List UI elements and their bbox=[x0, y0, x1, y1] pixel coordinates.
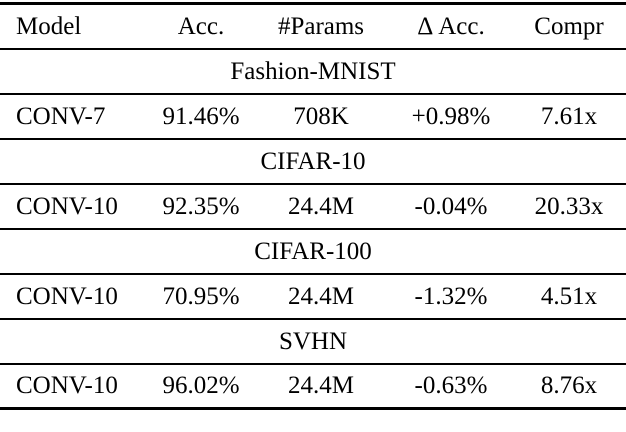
table-row: CONV-7 91.46% 708K +0.98% 7.61x bbox=[0, 94, 626, 139]
cell-model: CONV-10 bbox=[16, 192, 118, 220]
cell-acc: 70.95% bbox=[162, 282, 240, 310]
section-title: Fashion-MNIST bbox=[230, 57, 396, 85]
cell-compr: 8.76x bbox=[540, 372, 598, 400]
column-header-params: #Params bbox=[277, 12, 365, 40]
table-row: CONV-10 92.35% 24.4M -0.04% 20.33x bbox=[0, 184, 626, 229]
section-title: CIFAR-100 bbox=[254, 237, 372, 265]
cell-params: 24.4M bbox=[288, 282, 354, 310]
section-title-row: SVHN bbox=[0, 319, 626, 364]
column-header-delta-acc: Δ Acc. bbox=[417, 12, 485, 40]
section-title-row: CIFAR-10 bbox=[0, 139, 626, 184]
cell-compr: 20.33x bbox=[534, 192, 604, 220]
column-header-acc: Acc. bbox=[177, 12, 225, 40]
cell-delta-acc: -0.63% bbox=[414, 372, 488, 400]
section-title-row: CIFAR-100 bbox=[0, 229, 626, 274]
cell-params: 24.4M bbox=[288, 192, 354, 220]
section-title: CIFAR-10 bbox=[260, 147, 366, 175]
header-row: Model Acc. #Params Δ Acc. Compr bbox=[0, 4, 626, 49]
cell-delta-acc: -0.04% bbox=[414, 192, 488, 220]
cell-acc: 92.35% bbox=[162, 192, 240, 220]
cell-params: 24.4M bbox=[288, 372, 354, 400]
cell-compr: 7.61x bbox=[540, 102, 598, 130]
cell-acc: 96.02% bbox=[162, 372, 240, 400]
cell-params: 708K bbox=[293, 102, 349, 130]
cell-model: CONV-7 bbox=[16, 102, 106, 130]
cell-model: CONV-10 bbox=[16, 282, 118, 310]
cell-compr: 4.51x bbox=[540, 282, 598, 310]
cell-delta-acc: -1.32% bbox=[414, 282, 488, 310]
section-title-row: Fashion-MNIST bbox=[0, 49, 626, 94]
results-table: Model Acc. #Params Δ Acc. Compr Fashion-… bbox=[0, 2, 626, 410]
column-header-model: Model bbox=[16, 12, 82, 40]
cell-model: CONV-10 bbox=[16, 372, 118, 400]
cell-acc: 91.46% bbox=[162, 102, 240, 130]
column-header-compr: Compr bbox=[534, 12, 604, 40]
section-title: SVHN bbox=[278, 327, 348, 355]
table-row: CONV-10 96.02% 24.4M -0.63% 8.76x bbox=[0, 364, 626, 409]
cell-delta-acc: +0.98% bbox=[411, 102, 491, 130]
table-row: CONV-10 70.95% 24.4M -1.32% 4.51x bbox=[0, 274, 626, 319]
